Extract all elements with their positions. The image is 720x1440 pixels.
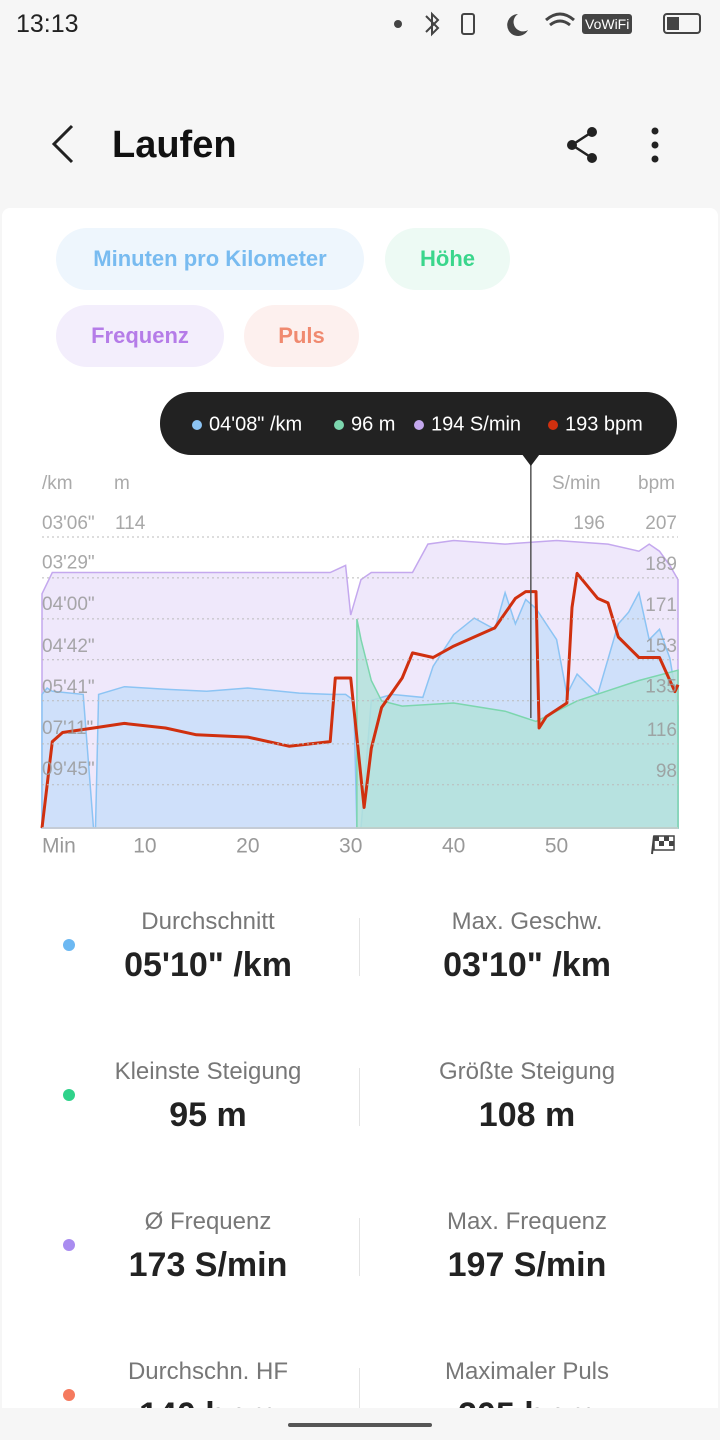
- y-tick-label: 05'41": [42, 677, 95, 698]
- tooltip-dot: [192, 420, 202, 430]
- stat-value: 05'10" /km: [124, 946, 292, 984]
- series-area: [356, 618, 679, 829]
- stat-label: Größte Steigung: [438, 1058, 616, 1085]
- finish-flag: [651, 835, 675, 855]
- header-icons: [51, 124, 659, 164]
- axis-unit: S/min: [552, 473, 601, 494]
- x-tick-label: 40: [442, 835, 465, 858]
- stat-dot: [63, 1239, 75, 1251]
- chip[interactable]: Puls: [244, 305, 359, 367]
- stat-label: Max. Geschw.: [451, 908, 603, 935]
- y-tick-label: 98: [656, 761, 677, 782]
- chip[interactable]: Minuten pro Kilometer: [56, 228, 364, 290]
- stat-value: 197 S/min: [447, 1246, 607, 1284]
- tooltip-text: 96 m: [351, 413, 395, 435]
- y-tick-label: 135: [645, 677, 677, 698]
- x-tick-label: 50: [545, 835, 568, 858]
- y-tick-label: 189: [645, 554, 677, 575]
- tooltip-text: 193 bpm: [565, 413, 643, 435]
- y-tick-label: 171: [645, 595, 677, 616]
- x-axis-label: Min: [42, 835, 76, 858]
- share-button[interactable]: [567, 127, 597, 163]
- chip[interactable]: Höhe: [385, 228, 510, 290]
- stat-divider: [359, 1068, 360, 1126]
- stat-value: 03'10" /km: [443, 946, 611, 984]
- stat-value: 108 m: [478, 1096, 576, 1134]
- tooltip-text: 04'08" /km: [209, 413, 302, 435]
- stat-divider: [359, 1218, 360, 1276]
- stat-label: Durchschn. HF: [127, 1358, 289, 1385]
- home-handle[interactable]: [288, 1423, 432, 1427]
- stat-label: Kleinste Steigung: [114, 1058, 302, 1085]
- stat-label: Durchschnitt: [141, 908, 275, 935]
- y-tick-label: 153: [645, 636, 677, 657]
- stat-dot: [63, 1389, 75, 1401]
- stat-dot: [63, 939, 75, 951]
- tooltip-text: 194 S/min: [431, 413, 521, 435]
- stat-label: Max. Frequenz: [446, 1208, 608, 1235]
- y-tick-label: 07'11": [42, 718, 93, 739]
- stat-value: 205 bpm: [367, 1396, 687, 1408]
- axis-unit: bpm: [638, 473, 675, 494]
- stat-value: 95 m: [169, 1096, 247, 1134]
- y-tick-label: 196: [573, 513, 605, 534]
- stats: Durchschnitt 05'10" /km Max. Geschw. 03'10"…: [0, 870, 720, 1408]
- series-line: [40, 571, 680, 829]
- chart: /km 03'06" 03'29" 04'00" 04'42" 05'41" 07'11" 0…: [40, 392, 680, 858]
- y-tick-label: 03'29": [42, 553, 95, 574]
- status-time: 13:13: [16, 10, 79, 38]
- stat-dot: [63, 1089, 75, 1101]
- tooltip-dot: [548, 420, 558, 430]
- axis-unit: /km: [42, 473, 73, 494]
- status-network: VoWiFi: [582, 14, 633, 34]
- tooltip-dot: [334, 420, 344, 430]
- y-tick-label: 03'06": [42, 513, 95, 534]
- tooltip-pointer: [521, 454, 540, 466]
- x-tick-label: 20: [236, 835, 259, 858]
- y-tick-label: 116: [647, 720, 677, 741]
- y-tick-label: 04'00": [42, 594, 95, 615]
- y-tick-label: 114: [115, 513, 146, 534]
- stat-value: 140 bpm: [48, 1396, 368, 1408]
- stat-divider: [359, 1368, 360, 1408]
- axis-unit: m: [114, 473, 130, 494]
- x-tick-label: 30: [339, 835, 362, 858]
- tooltip-dot: [414, 420, 424, 430]
- x-tick-label: 10: [133, 835, 156, 858]
- stat-label: Maximaler Puls: [444, 1358, 610, 1385]
- chip[interactable]: Frequenz: [56, 305, 224, 367]
- nav-bar: [0, 1408, 720, 1440]
- stat-label: Ø Frequenz: [144, 1208, 272, 1235]
- y-tick-label: 04'42": [42, 636, 95, 657]
- stat-divider: [359, 918, 360, 976]
- back-button[interactable]: [51, 124, 74, 164]
- y-tick-label: 207: [645, 513, 677, 534]
- page-title: Laufen: [112, 124, 237, 166]
- status-icons: [394, 11, 701, 37]
- menu-button[interactable]: [651, 127, 659, 163]
- stat-value: 173 S/min: [128, 1246, 288, 1284]
- y-tick-label: 09'45": [42, 759, 95, 780]
